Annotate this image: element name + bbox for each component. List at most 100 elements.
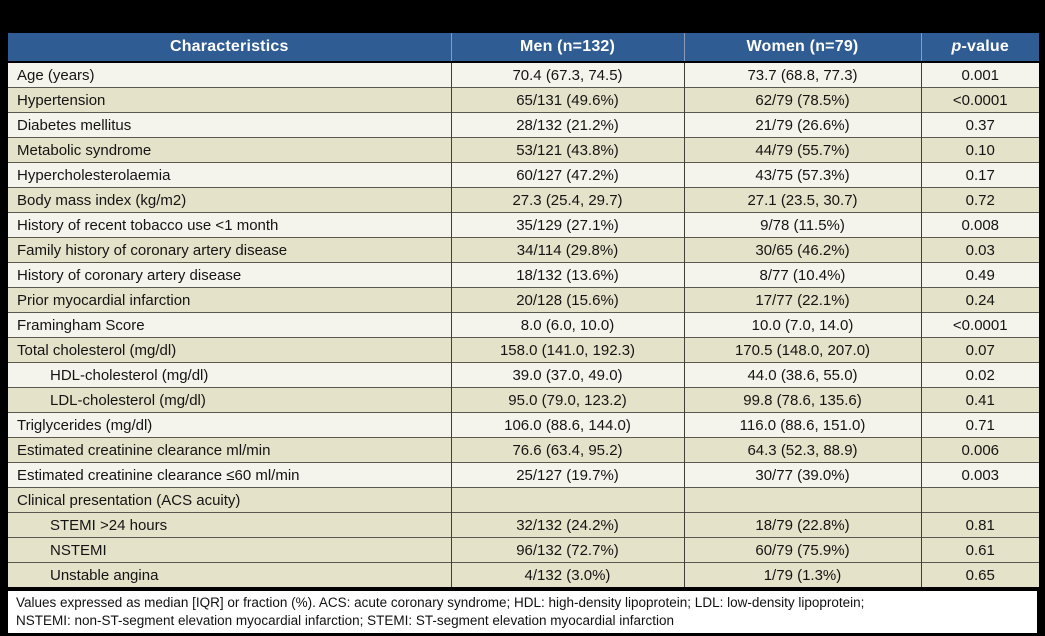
p-value-cell: 0.72 [921,187,1040,213]
p-value-cell: 0.71 [921,412,1040,438]
characteristic-cell: Clinical presentation (ACS acuity) [7,487,452,513]
women-value-cell: 43/75 (57.3%) [684,162,922,188]
p-value-cell: 0.02 [921,362,1040,388]
p-value-cell: 0.17 [921,162,1040,188]
characteristic-cell: Age (years) [7,61,452,88]
women-value-cell: 30/77 (39.0%) [684,462,922,488]
p-value-cell: 0.006 [921,437,1040,463]
p-value-cell [921,487,1040,513]
p-value-cell: 0.37 [921,112,1040,138]
p-value-rest: -value [961,38,1009,55]
men-value-cell: 39.0 (37.0, 49.0) [451,362,685,388]
women-value-cell: 73.7 (68.8, 77.3) [684,61,922,88]
women-value-cell [684,487,922,513]
women-value-cell: 62/79 (78.5%) [684,87,922,113]
characteristics-table-figure: Characteristics Men (n=132) Women (n=79)… [6,31,1041,636]
characteristic-cell: Family history of coronary artery diseas… [7,237,452,263]
women-value-cell: 10.0 (7.0, 14.0) [684,312,922,338]
characteristic-cell: Hypercholesterolaemia [7,162,452,188]
p-value-cell: 0.65 [921,562,1040,588]
p-value-cell: 0.41 [921,387,1040,413]
table-row: HDL-cholesterol (mg/dl) 39.0 (37.0, 49.0)… [7,362,1040,388]
characteristic-cell: Unstable angina [7,562,452,588]
characteristic-cell: NSTEMI [7,537,452,563]
men-value-cell [451,487,685,513]
table-row: Hypercholesterolaemia 60/127 (47.2%) 43/75… [7,162,1040,188]
table-row: Estimated creatinine clearance ml/min 76.… [7,437,1040,463]
characteristic-cell: HDL-cholesterol (mg/dl) [7,362,452,388]
table-row: NSTEMI 96/132 (72.7%) 60/79 (75.9%) 0.61 [7,537,1040,563]
men-value-cell: 65/131 (49.6%) [451,87,685,113]
p-value-cell: 0.61 [921,537,1040,563]
men-value-cell: 8.0 (6.0, 10.0) [451,312,685,338]
characteristic-cell: History of recent tobacco use <1 month [7,212,452,238]
header-men: Men (n=132) [451,32,685,63]
men-value-cell: 35/129 (27.1%) [451,212,685,238]
characteristic-cell: Diabetes mellitus [7,112,452,138]
header-p-value: p-value [921,32,1040,63]
p-value-cell: <0.0001 [921,312,1040,338]
header-row: Characteristics Men (n=132) Women (n=79)… [7,32,1040,63]
characteristic-cell: STEMI >24 hours [7,512,452,538]
women-value-cell: 30/65 (46.2%) [684,237,922,263]
table-row: Framingham Score 8.0 (6.0, 10.0) 10.0 (7.0… [7,312,1040,338]
characteristic-cell: Metabolic syndrome [7,137,452,163]
women-value-cell: 60/79 (75.9%) [684,537,922,563]
p-value-cell: 0.003 [921,462,1040,488]
table-row: Clinical presentation (ACS acuity) [7,487,1040,513]
characteristic-cell: History of coronary artery disease [7,262,452,288]
men-value-cell: 76.6 (63.4, 95.2) [451,437,685,463]
women-value-cell: 170.5 (148.0, 207.0) [684,337,922,363]
men-value-cell: 96/132 (72.7%) [451,537,685,563]
table-row: Family history of coronary artery diseas… [7,237,1040,263]
women-value-cell: 27.1 (23.5, 30.7) [684,187,922,213]
characteristic-cell: Triglycerides (mg/dl) [7,412,452,438]
men-value-cell: 106.0 (88.6, 144.0) [451,412,685,438]
table-row: Prior myocardial infarction 20/128 (15.6%… [7,287,1040,313]
table-header: Characteristics Men (n=132) Women (n=79)… [7,32,1040,63]
men-value-cell: 4/132 (3.0%) [451,562,685,588]
table-row: STEMI >24 hours 32/132 (24.2%) 18/79 (22.8… [7,512,1040,538]
table-row: LDL-cholesterol (mg/dl) 95.0 (79.0, 123.2… [7,387,1040,413]
table-row: Total cholesterol (mg/dl) 158.0 (141.0, 1… [7,337,1040,363]
men-value-cell: 28/132 (21.2%) [451,112,685,138]
women-value-cell: 18/79 (22.8%) [684,512,922,538]
p-value-cell: <0.0001 [921,87,1040,113]
p-value-italic-p: p [951,38,962,55]
p-value-cell: 0.81 [921,512,1040,538]
characteristic-cell: Prior myocardial infarction [7,287,452,313]
men-value-cell: 60/127 (47.2%) [451,162,685,188]
p-value-cell: 0.10 [921,137,1040,163]
characteristic-cell: LDL-cholesterol (mg/dl) [7,387,452,413]
women-value-cell: 9/78 (11.5%) [684,212,922,238]
table-footnote: Values expressed as median [IQR] or frac… [6,589,1039,636]
men-value-cell: 25/127 (19.7%) [451,462,685,488]
women-value-cell: 1/79 (1.3%) [684,562,922,588]
p-value-cell: 0.24 [921,287,1040,313]
characteristic-cell: Body mass index (kg/m2) [7,187,452,213]
women-value-cell: 64.3 (52.3, 88.9) [684,437,922,463]
women-value-cell: 44.0 (38.6, 55.0) [684,362,922,388]
characteristic-cell: Total cholesterol (mg/dl) [7,337,452,363]
table-row: Metabolic syndrome 53/121 (43.8%) 44/79 (5… [7,137,1040,163]
table-row: Age (years) 70.4 (67.3, 74.5) 73.7 (68.8, … [7,61,1040,88]
table-body: Age (years) 70.4 (67.3, 74.5) 73.7 (68.8, … [7,61,1040,588]
women-value-cell: 21/79 (26.6%) [684,112,922,138]
footnote-line-1: Values expressed as median [IQR] or frac… [16,595,865,610]
men-value-cell: 20/128 (15.6%) [451,287,685,313]
table-row: History of coronary artery disease 18/132… [7,262,1040,288]
p-value-cell: 0.03 [921,237,1040,263]
footnote-line-2: NSTEMI: non-ST-segment elevation myocard… [16,612,675,628]
table-row: Unstable angina 4/132 (3.0%) 1/79 (1.3%) 0.… [7,562,1040,588]
table-row: Estimated creatinine clearance ≤60 ml/mi… [7,462,1040,488]
men-value-cell: 32/132 (24.2%) [451,512,685,538]
men-value-cell: 53/121 (43.8%) [451,137,685,163]
men-value-cell: 34/114 (29.8%) [451,237,685,263]
table-row: Triglycerides (mg/dl) 106.0 (88.6, 144.0)… [7,412,1040,438]
men-value-cell: 27.3 (25.4, 29.7) [451,187,685,213]
baseline-characteristics-table: Characteristics Men (n=132) Women (n=79)… [6,31,1041,589]
men-value-cell: 158.0 (141.0, 192.3) [451,337,685,363]
p-value-cell: 0.07 [921,337,1040,363]
women-value-cell: 116.0 (88.6, 151.0) [684,412,922,438]
